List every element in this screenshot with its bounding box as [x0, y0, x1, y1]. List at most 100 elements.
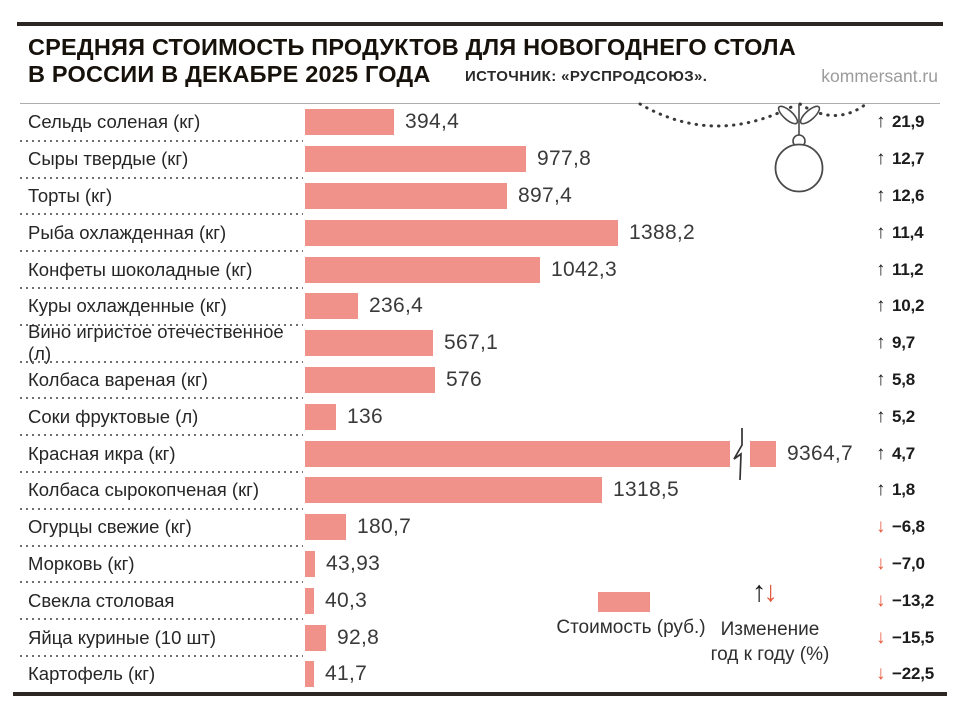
- change-cell: ↑ 12,7: [876, 141, 940, 178]
- change-value: −22,5: [892, 664, 935, 684]
- value-label: 180,7: [357, 515, 412, 539]
- change-cell: ↑ 1,8: [876, 472, 940, 509]
- row-label: Колбаса вареная (кг): [20, 362, 305, 400]
- source-label: ИСТОЧНИК: «РУСПРОДСОЮЗ».: [465, 68, 708, 85]
- change-cell: ↑ 5,2: [876, 398, 940, 435]
- change-value: 9,7: [892, 333, 916, 353]
- bar: [305, 366, 435, 393]
- value-label: 41,7: [325, 662, 368, 686]
- bar: [305, 514, 346, 541]
- legend-change-label: Изменение год к году (%): [700, 617, 840, 667]
- down-arrow-icon: ↓: [876, 589, 886, 611]
- up-arrow-icon: ↑: [876, 184, 886, 206]
- up-arrow-icon: ↑: [876, 295, 886, 317]
- legend-change-line-2: год к году (%): [710, 644, 830, 665]
- legend-up-down-arrows-icon: ↑↓: [752, 576, 778, 609]
- down-arrow-icon: ↓: [876, 626, 886, 648]
- change-cell: ↑ 4,7: [876, 435, 940, 472]
- row-label: Сельдь соленая (кг): [20, 104, 305, 142]
- legend-cost-label: Стоимость (руб.): [556, 617, 706, 638]
- bar-zone: 136: [305, 398, 940, 435]
- value-label: 394,4: [405, 110, 460, 134]
- top-rule: [17, 22, 943, 26]
- chart-row: Вино игристое отечественное (л) 567,1 ↑ 9,7: [20, 321, 940, 364]
- legend-change-line-1: Изменение: [720, 619, 820, 640]
- bar-zone: 43,93: [305, 546, 940, 583]
- change-value: −15,5: [892, 627, 935, 647]
- bar-zone: 1388,2: [305, 214, 940, 251]
- bar: [305, 624, 326, 651]
- value-label: 897,4: [518, 183, 573, 207]
- change-cell: ↑ 11,4: [876, 214, 940, 251]
- row-label: Красная икра (кг): [20, 435, 305, 473]
- row-label: Торты (кг): [20, 178, 305, 216]
- row-label: Конфеты шоколадные (кг): [20, 251, 305, 289]
- bar: [305, 256, 540, 283]
- change-value: 10,2: [892, 296, 925, 316]
- chart-row: Красная икра (кг) 9364,7 ↑ 4,7: [20, 427, 940, 480]
- chart-row: Картофель (кг) 41,7 ↓ −22,5: [20, 656, 940, 693]
- up-arrow-icon: ↑: [876, 111, 886, 133]
- down-arrow-icon: ↓: [876, 552, 886, 574]
- bar: [305, 293, 358, 320]
- value-label: 1318,5: [613, 478, 680, 502]
- up-arrow-icon: ↑: [876, 368, 886, 390]
- chart-row: Морковь (кг) 43,93 ↓ −7,0: [20, 546, 940, 584]
- site-link[interactable]: kommersant.ru: [821, 66, 938, 86]
- bar-zone: 9364,7: [305, 427, 940, 480]
- title-line-1: СРЕДНЯЯ СТОИМОСТЬ ПРОДУКТОВ ДЛЯ НОВОГОДН…: [28, 34, 796, 60]
- change-value: −7,0: [892, 553, 925, 573]
- bar-zone: 1042,3: [305, 251, 940, 288]
- change-cell: ↑ 21,9: [876, 104, 940, 141]
- value-label: 92,8: [337, 625, 380, 649]
- row-label: Колбаса сырокопченая (кг): [20, 472, 305, 510]
- value-label: 1388,2: [629, 220, 696, 244]
- value-label: 977,8: [537, 147, 592, 171]
- header-divider: [20, 103, 940, 104]
- bar-zone: 40,3: [305, 582, 940, 619]
- down-arrow-icon: ↓: [763, 576, 778, 608]
- bar: [305, 330, 433, 357]
- page-title: СРЕДНЯЯ СТОИМОСТЬ ПРОДУКТОВ ДЛЯ НОВОГОДН…: [28, 34, 828, 88]
- change-value: 21,9: [892, 112, 925, 132]
- change-value: 5,8: [892, 369, 916, 389]
- up-arrow-icon: ↑: [752, 576, 766, 608]
- title-line-2: В РОССИИ В ДЕКАБРЕ 2025 ГОДА: [28, 61, 431, 87]
- value-label: 236,4: [369, 294, 424, 318]
- bar-zone: 567,1: [305, 325, 940, 362]
- chart-row: Рыба охлажденная (кг) 1388,2 ↑ 11,4: [20, 214, 940, 252]
- chart-row: Колбаса сырокопченая (кг) 1318,5 ↑ 1,8: [20, 472, 940, 510]
- chart-row: Яйца куриные (10 шт) 92,8 ↓ −15,5: [20, 619, 940, 657]
- change-cell: ↓ −7,0: [876, 546, 940, 583]
- change-cell: ↑ 11,2: [876, 251, 940, 288]
- change-value: 11,2: [892, 259, 924, 279]
- chart-row: Огурцы свежие (кг) 180,7 ↓ −6,8: [20, 509, 940, 547]
- chart-row: Сыры твердые (кг) 977,8 ↑ 12,7: [20, 141, 940, 179]
- row-label: Куры охлажденные (кг): [20, 288, 305, 326]
- chart-row: Свекла столовая 40,3 ↓ −13,2: [20, 582, 940, 620]
- bar-zone: 897,4: [305, 178, 940, 215]
- change-cell: ↑ 10,2: [876, 288, 940, 325]
- chart-row: Соки фруктовые (л) 136 ↑ 5,2: [20, 398, 940, 436]
- bar-break-icon: [733, 427, 743, 480]
- up-arrow-icon: ↑: [876, 479, 886, 501]
- row-label: Сыры твердые (кг): [20, 141, 305, 179]
- row-label: Морковь (кг): [20, 546, 305, 584]
- chart-row: Конфеты шоколадные (кг) 1042,3 ↑ 11,2: [20, 251, 940, 289]
- bar: [305, 146, 526, 173]
- change-value: −6,8: [892, 517, 925, 537]
- bar: [305, 661, 314, 688]
- bar-zone: 576: [305, 362, 940, 399]
- bar: [305, 109, 394, 136]
- legend-cost-swatch: [598, 592, 650, 612]
- change-value: 4,7: [892, 443, 916, 463]
- value-label: 576: [446, 367, 482, 391]
- chart-row: Сельдь соленая (кг) 394,4 ↑ 21,9: [20, 104, 940, 142]
- bar: [305, 182, 507, 209]
- value-label: 9364,7: [787, 441, 854, 465]
- row-label: Картофель (кг): [28, 663, 156, 685]
- bottom-rule: [13, 692, 947, 696]
- value-label: 136: [347, 404, 383, 428]
- up-arrow-icon: ↑: [876, 332, 886, 354]
